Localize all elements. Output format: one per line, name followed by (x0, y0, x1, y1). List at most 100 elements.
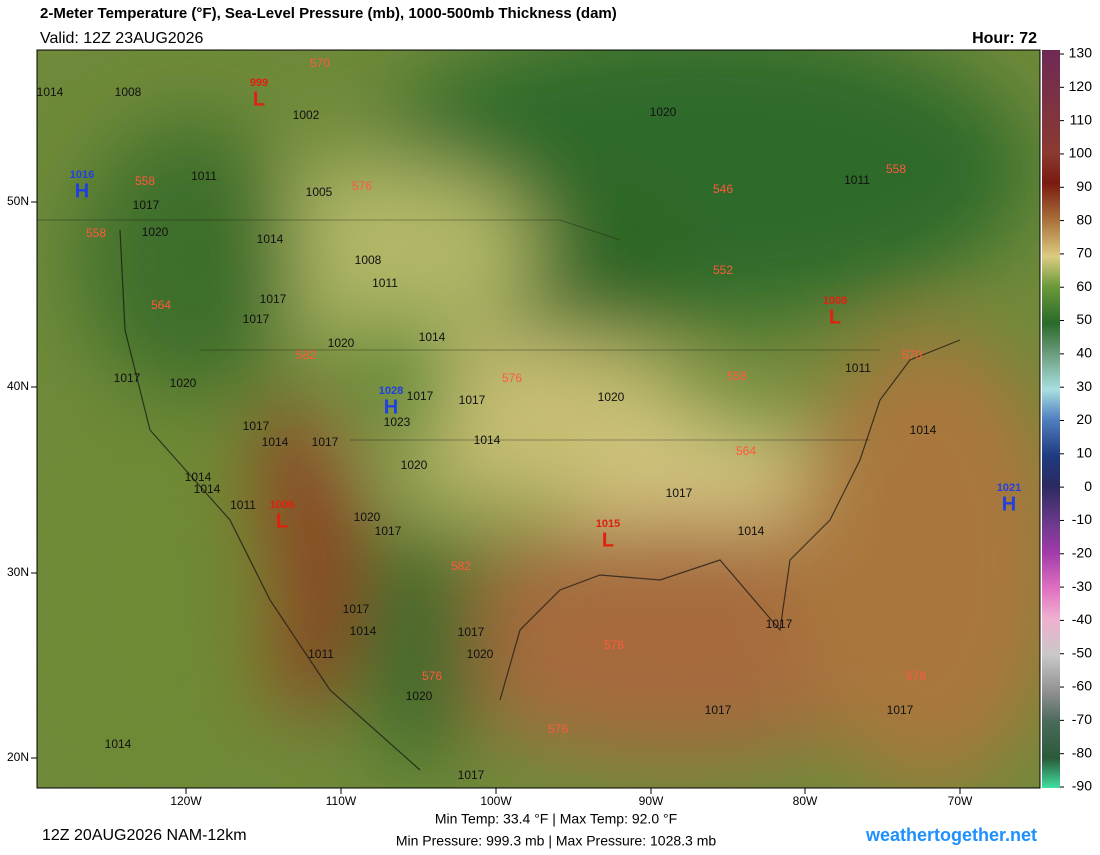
center-value: 1021 (997, 482, 1021, 494)
title: 2-Meter Temperature (°F), Sea-Level Pres… (40, 5, 617, 22)
site: weathertogether.net (865, 825, 1037, 845)
colorbar-label: -70 (1072, 711, 1092, 727)
center-symbol: H (1002, 493, 1016, 515)
colorbar-label: 20 (1076, 411, 1092, 427)
map-frame (36, 49, 1041, 789)
colorbar-label: 120 (1069, 78, 1093, 94)
isobar-label: 1017 (407, 389, 434, 403)
isobar-label: 1011 (308, 647, 334, 661)
colorbar-label: -90 (1072, 778, 1092, 794)
isobar-label: 1017 (243, 419, 270, 433)
lat-label: 50N (7, 194, 29, 208)
isobar-label: 1014 (350, 624, 377, 638)
isobar-label: 1011 (845, 361, 871, 375)
isobar-label: 1020 (142, 225, 169, 239)
center-symbol: L (276, 510, 288, 532)
colorbar-label: 90 (1076, 178, 1092, 194)
center-symbol: L (829, 306, 841, 328)
lat-label: 30N (7, 565, 29, 579)
colorbar-label: 0 (1084, 478, 1092, 494)
isobar-label: 1014 (910, 423, 937, 437)
colorbar-label: 40 (1076, 345, 1092, 361)
isobar-label: 1014 (262, 435, 289, 449)
colorbar-label: 70 (1076, 245, 1092, 261)
valid-time: Valid: 12Z 23AUG2026 (40, 30, 203, 47)
colorbar-label: -20 (1072, 544, 1092, 560)
isobar-label: 1011 (844, 173, 870, 187)
isobar-label: 1014 (105, 737, 132, 751)
thickness-label: 582 (451, 559, 471, 573)
isobar-label: 1017 (114, 371, 141, 385)
isobar-label: 1020 (170, 376, 197, 390)
isobar-label: 1017 (705, 703, 732, 717)
colorbar-label: 100 (1069, 145, 1093, 161)
lon-label: 70W (948, 794, 973, 808)
isobar-label: 1011 (191, 169, 217, 183)
colorbar-label: 110 (1070, 111, 1093, 127)
colorbar-label: 10 (1076, 445, 1092, 461)
isobar-label: 1020 (328, 336, 355, 350)
colorbar-label: 60 (1076, 278, 1092, 294)
isobar-label: 1023 (384, 415, 411, 429)
lat-label: 20N (7, 750, 29, 764)
colorbar-label: 50 (1076, 311, 1092, 327)
thickness-label: 576 (604, 638, 624, 652)
colorbar-label: -50 (1072, 644, 1092, 660)
isobar-label: 1020 (467, 647, 494, 661)
thickness-label: 546 (713, 182, 733, 196)
center-symbol: H (384, 396, 398, 418)
center-value: 1006 (270, 499, 294, 511)
isobar-label: 1014 (257, 232, 284, 246)
isobar-label: 1014 (738, 524, 765, 538)
colorbar-label: -40 (1072, 611, 1092, 627)
lon-label: 80W (793, 794, 818, 808)
thickness-label: 576 (502, 371, 522, 385)
isobar-label: 1017 (133, 198, 160, 212)
isobar-label: 1011 (230, 498, 256, 512)
isobar-label: 1011 (372, 276, 398, 290)
thickness-label: 558 (135, 174, 155, 188)
center-value: 1008 (823, 295, 847, 307)
isobar-label: 1017 (766, 617, 793, 631)
thickness-label: 582 (296, 348, 316, 362)
isobar-label: 1017 (243, 312, 270, 326)
center-symbol: L (253, 88, 265, 110)
lon-label: 110W (326, 794, 357, 808)
thickness-label: 576 (352, 179, 372, 193)
center-value: 1016 (70, 169, 94, 181)
isobar-label: 1017 (458, 768, 485, 782)
isobar-label: 1014 (474, 433, 501, 447)
isobar-label: 1017 (260, 292, 287, 306)
isobar-label: 1005 (306, 185, 333, 199)
isobar-label: 1014 (419, 330, 446, 344)
isobar-label: 1008 (355, 253, 382, 267)
isobar-label: 1017 (458, 625, 485, 639)
lon-label: 100W (480, 794, 512, 808)
isobar-label: 1020 (598, 390, 625, 404)
center-symbol: L (602, 529, 614, 551)
center-value: 999 (250, 77, 268, 89)
thickness-label: 570 (902, 348, 922, 362)
model-run: 12Z 20AUG2026 NAM-12km (42, 827, 247, 844)
isobar-label: 1020 (354, 510, 381, 524)
colorbar-label: -80 (1072, 744, 1092, 760)
isobar-label: 1017 (459, 393, 486, 407)
thickness-label: 570 (310, 56, 330, 70)
colorbar (1042, 50, 1060, 788)
forecast-hour: Hour: 72 (972, 30, 1037, 47)
colorbar-label: 130 (1069, 45, 1093, 61)
isobar-label: 1014 (185, 470, 212, 484)
thickness-label: 558 (886, 162, 906, 176)
thickness-label: 576 (548, 722, 568, 736)
thickness-label: 558 (727, 369, 747, 383)
lon-label: 120W (170, 794, 202, 808)
isobar-label: 1017 (375, 524, 402, 538)
map-field (37, 50, 1040, 788)
temp-stats: Min Temp: 33.4 °F | Max Temp: 92.0 °F (435, 811, 677, 827)
colorbar-label: -30 (1072, 578, 1092, 594)
isobar-label: 1014 (37, 85, 64, 99)
isobar-label: 1017 (887, 703, 914, 717)
thickness-label: 552 (713, 263, 733, 277)
isobar-label: 1020 (650, 105, 677, 119)
